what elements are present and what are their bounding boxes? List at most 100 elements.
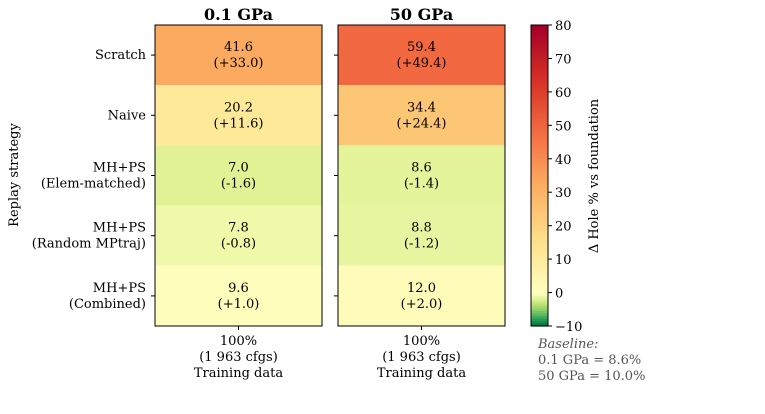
colorbar-segment xyxy=(531,75,548,79)
colorbar-segment xyxy=(531,240,548,244)
x-tick-label: (1 963 cfgs) xyxy=(199,350,278,365)
colorbar-segment xyxy=(531,220,548,224)
colorbar-segment xyxy=(531,135,548,139)
colorbar-segment xyxy=(531,190,548,194)
colorbar-segment xyxy=(531,295,548,300)
colorbar-segment xyxy=(531,223,548,227)
colorbar-segment xyxy=(531,255,548,259)
row-label: (Combined) xyxy=(69,297,146,312)
colorbar-segment xyxy=(531,152,548,157)
colorbar-segment xyxy=(531,268,548,272)
row-label: (Random MPtraj) xyxy=(32,237,146,252)
row-label: Scratch xyxy=(95,48,147,63)
colorbar-segment xyxy=(531,318,548,322)
cell-value-label: 59.4 xyxy=(407,40,436,55)
colorbar-segment xyxy=(531,230,548,234)
colorbar-frame xyxy=(530,24,549,327)
cell-delta-label: (+2.0) xyxy=(401,297,443,312)
colorbar-segment xyxy=(531,193,548,197)
cell-delta-label: (-1.6) xyxy=(221,177,256,192)
cell-delta-label: (-1.2) xyxy=(404,237,439,252)
cell-delta-label: (+49.4) xyxy=(397,56,447,71)
colorbar-segment xyxy=(531,245,548,249)
colorbar-segment xyxy=(531,65,548,69)
colorbar-segment xyxy=(531,263,548,267)
colorbar-segment xyxy=(531,285,548,289)
colorbar-segment xyxy=(531,298,548,302)
colorbar-segment xyxy=(531,195,548,199)
colorbar-segment xyxy=(531,77,548,81)
colorbar-segment xyxy=(531,210,548,214)
colorbar-segment xyxy=(531,147,548,152)
panel-title: 50 GPa xyxy=(390,5,453,24)
colorbar-segment xyxy=(531,142,548,146)
colorbar-segment xyxy=(531,40,548,44)
baseline-line: 50 GPa = 10.0% xyxy=(538,369,645,384)
x-tick-label: 100% xyxy=(220,334,257,349)
cell-delta-label: (-1.4) xyxy=(404,177,439,192)
colorbar-segment xyxy=(531,290,548,294)
colorbar-segment xyxy=(531,162,548,167)
cell-value-label: 8.6 xyxy=(411,161,432,176)
cell-delta-label: (+24.4) xyxy=(397,116,447,131)
colorbar-segment xyxy=(531,253,548,257)
cell-value-label: 8.8 xyxy=(411,221,432,236)
colorbar-segment xyxy=(531,203,548,207)
colorbar-segment xyxy=(531,313,548,317)
colorbar-segment xyxy=(531,62,548,66)
heatmap-cell xyxy=(338,85,505,146)
colorbar-segment xyxy=(531,213,548,217)
colorbar-segment xyxy=(531,130,548,134)
colorbar-label: Δ Hole % vs foundation xyxy=(587,98,602,253)
colorbar-segment xyxy=(531,42,548,46)
baseline-heading: Baseline: xyxy=(537,337,598,352)
colorbar-segment xyxy=(531,188,548,192)
row-label: (Elem-matched) xyxy=(41,177,146,192)
colorbar-segment xyxy=(531,250,548,254)
cell-value-label: 34.4 xyxy=(407,100,436,115)
colorbar-segment xyxy=(531,172,548,177)
cell-value-label: 7.0 xyxy=(228,161,249,176)
heatmap-cell xyxy=(155,145,322,206)
colorbar-tick-label: 0 xyxy=(555,287,563,302)
colorbar-segment xyxy=(531,95,548,99)
colorbar-segment xyxy=(531,140,548,144)
y-axis-label: Replay strategy xyxy=(7,123,22,227)
colorbar-segment xyxy=(531,315,548,320)
colorbar-segment xyxy=(531,70,548,74)
colorbar-segment xyxy=(531,132,548,136)
colorbar-segment xyxy=(531,208,548,212)
colorbar-segment xyxy=(531,278,548,282)
colorbar-segment xyxy=(531,127,548,131)
colorbar-segment xyxy=(531,273,548,277)
colorbar-segment xyxy=(531,107,548,111)
colorbar-segment xyxy=(531,238,548,242)
colorbar-segment xyxy=(531,122,548,126)
colorbar-segment xyxy=(531,320,548,325)
colorbar-segment xyxy=(531,57,548,61)
heatmap-cell xyxy=(338,205,505,266)
x-axis-label: Training data xyxy=(194,366,283,381)
cell-delta-label: (+33.0) xyxy=(214,56,264,71)
colorbar-segment xyxy=(531,137,548,141)
colorbar-segment xyxy=(531,185,548,189)
colorbar-segment xyxy=(531,270,548,274)
colorbar-segment xyxy=(531,265,548,269)
colorbar-segment xyxy=(531,32,548,36)
colorbar-segment xyxy=(531,235,548,239)
colorbar-segment xyxy=(531,45,548,49)
heatmap-cell xyxy=(155,85,322,146)
colorbar-segment xyxy=(531,112,548,116)
panel-title: 0.1 GPa xyxy=(204,5,273,24)
colorbar-segment xyxy=(531,47,548,51)
cell-delta-label: (+1.0) xyxy=(218,297,260,312)
colorbar-segment xyxy=(531,55,548,59)
cell-delta-label: (-0.8) xyxy=(221,237,256,252)
colorbar-segment xyxy=(531,200,548,204)
colorbar-segment xyxy=(531,218,548,222)
colorbar-segment xyxy=(531,205,548,209)
colorbar-segment xyxy=(531,100,548,104)
x-axis-label: Training data xyxy=(377,366,466,381)
colorbar-segment xyxy=(531,50,548,54)
colorbar-segment xyxy=(531,180,548,184)
